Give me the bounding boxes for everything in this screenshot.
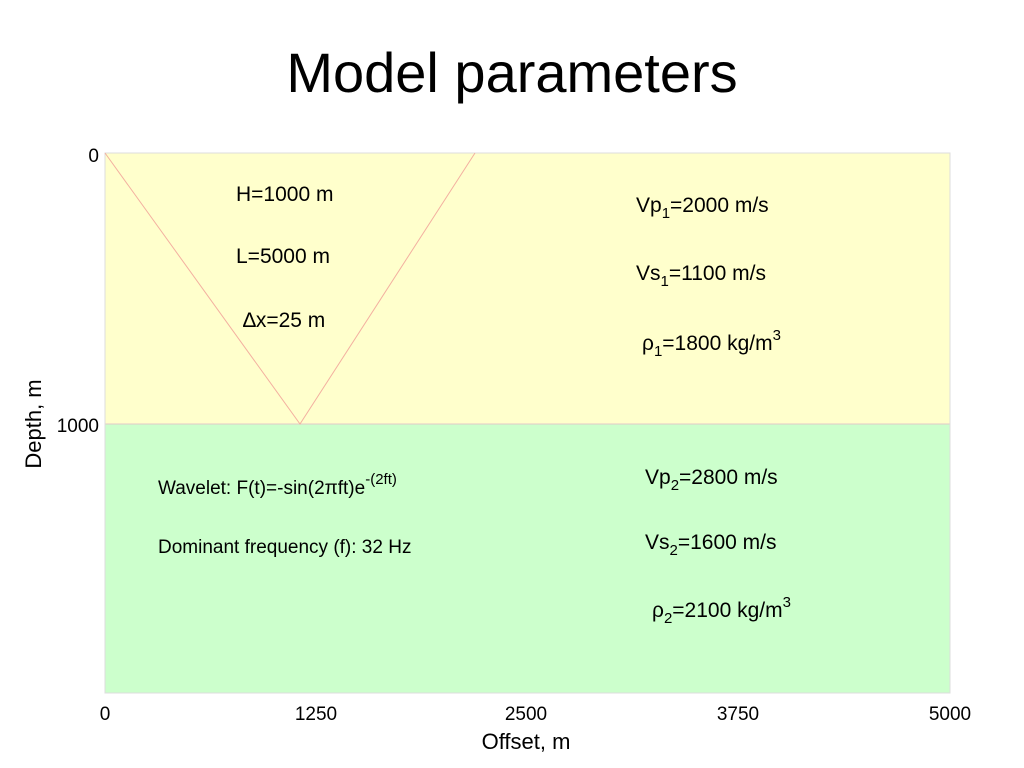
x-tick-label: 0 xyxy=(100,704,111,725)
text-part: =2100 kg/m xyxy=(672,599,782,622)
text-part: ρ xyxy=(652,599,664,622)
layer-2 xyxy=(105,424,950,693)
ray-path xyxy=(104,152,476,425)
x-axis-label: Offset, m xyxy=(482,729,571,754)
text-part: Wavelet: F(t)=-sin(2πft)e xyxy=(158,478,365,499)
x-tick-label: 2500 xyxy=(505,704,547,725)
annotation: ρ2=2100 kg/m3 xyxy=(652,594,791,627)
text-part: =1100 m/s xyxy=(669,262,766,285)
x-tick-label: 1250 xyxy=(295,704,337,725)
y-tick-label: 0 xyxy=(88,146,99,167)
title: Model parameters xyxy=(286,41,737,104)
text-part: Vs xyxy=(636,262,661,285)
annotation: Vp2=2800 m/s xyxy=(645,466,778,494)
text-part: Vs xyxy=(645,531,670,554)
x-tick-label: 5000 xyxy=(929,704,971,725)
superscript: -(2ft) xyxy=(365,471,397,488)
subscript: 2 xyxy=(671,477,679,494)
superscript: 3 xyxy=(773,327,781,344)
annotation: ∆x=25 m xyxy=(243,309,325,332)
y-axis-label: Depth, m xyxy=(21,379,46,468)
subscript: 1 xyxy=(654,343,662,360)
subscript: 1 xyxy=(662,205,670,222)
text-part: =1800 kg/m xyxy=(662,332,772,355)
annotation: Vs2=1600 m/s xyxy=(645,531,777,559)
subscript: 2 xyxy=(664,610,672,627)
text-part: =1600 m/s xyxy=(678,531,777,554)
subscript: 1 xyxy=(661,273,669,290)
text-part: ρ xyxy=(642,332,654,355)
annotation: H=1000 m xyxy=(236,183,333,206)
plot-frame xyxy=(104,152,951,694)
annotation: Vp1=2000 m/s xyxy=(636,194,769,222)
annotation: L=5000 m xyxy=(236,245,330,268)
x-tick-label: 3750 xyxy=(717,704,759,725)
superscript: 3 xyxy=(783,594,791,611)
text-part: =2800 m/s xyxy=(679,466,778,489)
text-part: =2000 m/s xyxy=(670,194,769,217)
y-tick-label: 1000 xyxy=(57,416,99,437)
subscript: 2 xyxy=(670,542,678,559)
annotation: ρ1=1800 kg/m3 xyxy=(642,327,781,360)
annotation: Vs1=1100 m/s xyxy=(636,262,766,290)
text-part: Vp xyxy=(645,466,671,489)
annotation: Wavelet: F(t)=-sin(2πft)e-(2ft) xyxy=(158,471,397,499)
layer-1 xyxy=(105,153,950,424)
text-part: Vp xyxy=(636,194,662,217)
annotation: Dominant frequency (f): 32 Hz xyxy=(158,537,411,558)
